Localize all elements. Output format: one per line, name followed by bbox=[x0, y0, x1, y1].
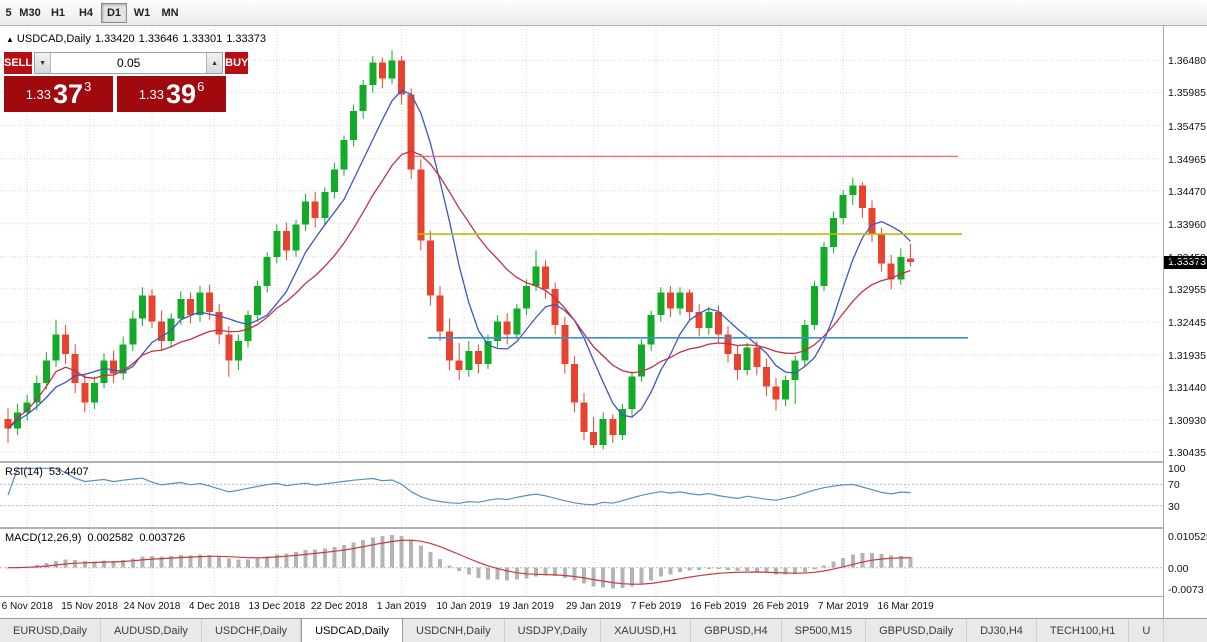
rsi-axis-label: 30 bbox=[1168, 500, 1180, 513]
price-axis-label: 1.32955 bbox=[1168, 283, 1206, 296]
date-axis-label: 16 Feb 2019 bbox=[690, 601, 747, 612]
macd-indicator-chart[interactable] bbox=[0, 529, 1163, 596]
rsi-axis-label: 100 bbox=[1168, 463, 1186, 476]
macd-main-value: 0.002582 bbox=[87, 532, 134, 544]
ask-price-prefix: 1.33 bbox=[138, 86, 165, 102]
chart-tab-usdchf-daily[interactable]: USDCHF,Daily bbox=[202, 619, 302, 642]
timeframe-button-w1[interactable]: W1 bbox=[133, 6, 151, 19]
bid-price-sup: 3 bbox=[84, 78, 92, 94]
date-axis-label: 13 Dec 2018 bbox=[248, 601, 306, 612]
lot-decrease-button[interactable]: ▼ bbox=[35, 53, 52, 73]
timeframe-button-5[interactable]: 5 bbox=[5, 6, 12, 19]
price-axis-label: 1.30930 bbox=[1168, 415, 1206, 428]
chart-tab-tech100-h1[interactable]: TECH100,H1 bbox=[1037, 619, 1130, 642]
macd-axis-label: 0.00 bbox=[1168, 562, 1189, 575]
chart-tab-usdjpy-daily[interactable]: USDJPY,Daily bbox=[505, 619, 602, 642]
macd-name: MACD(12,26,9) bbox=[5, 532, 82, 544]
price-axis-label: 1.30435 bbox=[1168, 447, 1206, 460]
chart-bottom-border bbox=[0, 596, 1207, 597]
price-axis-label: 1.34965 bbox=[1168, 153, 1206, 166]
chart-tab-xauusd-h1[interactable]: XAUUSD,H1 bbox=[601, 619, 692, 642]
date-axis-label: 16 Mar 2019 bbox=[877, 601, 934, 612]
chart-tab-usdcad-daily[interactable]: USDCAD,Daily bbox=[301, 619, 404, 642]
date-axis-label: 15 Nov 2018 bbox=[61, 601, 118, 612]
price-axis-label: 1.31440 bbox=[1168, 382, 1206, 395]
bid-price-prefix: 1.33 bbox=[25, 86, 52, 102]
price-axis-label: 1.33450 bbox=[1168, 251, 1206, 264]
rsi-indicator-chart[interactable] bbox=[0, 463, 1163, 527]
ask-price-big: 39 bbox=[166, 78, 197, 109]
chart-tab-dj30-h4[interactable]: DJ30,H4 bbox=[967, 619, 1037, 642]
ohlc-open: 1.33420 bbox=[94, 33, 135, 45]
symbol-marker-icon: ▲ bbox=[6, 35, 14, 44]
chart-symbol-period: USDCAD,Daily bbox=[16, 33, 91, 45]
chart-tab-sp500-m15[interactable]: SP500,M15 bbox=[782, 619, 867, 642]
ohlc-high: 1.33646 bbox=[138, 33, 179, 45]
current-price-badge: 1.33373 bbox=[1164, 255, 1207, 269]
macd-signal-value: 0.003726 bbox=[139, 532, 186, 544]
chart-tabbar: EURUSD,Daily AUDUSD,Daily USDCHF,Daily USDC… bbox=[0, 619, 1207, 642]
ohlc-close: 1.33373 bbox=[226, 33, 266, 45]
timeframe-button-h1[interactable]: H1 bbox=[50, 6, 66, 19]
rsi-axis-label: 70 bbox=[1168, 479, 1180, 492]
chart-tab-u[interactable]: U bbox=[1129, 619, 1165, 642]
price-axis-label: 1.31935 bbox=[1168, 350, 1206, 362]
date-axis-label: 19 Jan 2019 bbox=[498, 601, 554, 612]
macd-axis-label: 0.010525 bbox=[1168, 531, 1207, 544]
date-axis-label: 7 Feb 2019 bbox=[630, 601, 682, 612]
chart-tab-audusd-daily[interactable]: AUDUSD,Daily bbox=[101, 619, 202, 642]
sell-button[interactable]: SELL bbox=[4, 52, 33, 74]
price-axis-label: 1.34470 bbox=[1168, 185, 1206, 198]
macd-label: MACD(12,26,9) 0.002582 0.003726 bbox=[5, 532, 191, 544]
rsi-name: RSI(14) bbox=[5, 466, 43, 478]
bid-price-display[interactable]: 1.33 37 3 bbox=[4, 76, 113, 112]
date-axis-label: 10 Jan 2019 bbox=[436, 601, 492, 612]
panel-splitter[interactable] bbox=[0, 527, 1207, 529]
ask-price-sup: 6 bbox=[197, 78, 205, 94]
chevron-down-icon: ▼ bbox=[39, 59, 47, 67]
date-axis-label: 24 Nov 2018 bbox=[123, 601, 181, 612]
rsi-label: RSI(14) 53.4407 bbox=[5, 466, 95, 478]
price-axis-label: 1.35475 bbox=[1168, 120, 1206, 133]
lot-size-control: ▼ ▲ bbox=[34, 52, 224, 74]
price-axis-label: 1.36480 bbox=[1168, 55, 1206, 68]
price-axis-label: 1.35985 bbox=[1168, 87, 1206, 100]
timeframe-toolbar: 5 M30 H1 H4 D1 W1 MN bbox=[0, 0, 1207, 26]
price-axis-label: 1.32445 bbox=[1168, 316, 1206, 329]
lot-increase-button[interactable]: ▲ bbox=[206, 53, 223, 73]
candlestick-chart[interactable] bbox=[0, 26, 1163, 461]
date-axis-label: 26 Feb 2019 bbox=[752, 601, 809, 612]
chart-tab-usdcnh-daily[interactable]: USDCNH,Daily bbox=[403, 619, 505, 642]
price-axis-label: 1.33960 bbox=[1168, 218, 1206, 231]
chart-tab-eurusd-daily[interactable]: EURUSD,Daily bbox=[0, 619, 101, 642]
ohlc-low: 1.33301 bbox=[182, 33, 223, 45]
date-axis-label: 7 Mar 2019 bbox=[817, 601, 869, 612]
date-axis-label: 4 Dec 2018 bbox=[188, 601, 240, 612]
chart-tab-gbpusd-daily[interactable]: GBPUSD,Daily bbox=[866, 619, 968, 642]
date-axis-label: 1 Jan 2019 bbox=[376, 601, 427, 612]
chart-tab-gbpusd-h4[interactable]: GBPUSD,H4 bbox=[691, 619, 782, 642]
chevron-up-icon: ▲ bbox=[211, 59, 219, 67]
macd-axis-label: -0.0073 bbox=[1168, 584, 1204, 597]
date-axis-label: 6 Nov 2018 bbox=[1, 601, 53, 612]
date-axis[interactable]: 6 Nov 2018 15 Nov 2018 24 Nov 2018 4 Dec 20… bbox=[0, 597, 1163, 618]
date-axis-label: 29 Jan 2019 bbox=[566, 601, 622, 612]
panel-splitter[interactable] bbox=[0, 461, 1207, 463]
lot-size-input[interactable] bbox=[51, 53, 207, 73]
date-axis-label: 22 Dec 2018 bbox=[310, 601, 368, 612]
one-click-trading-panel: SELL ▼ ▲ BUY 1.33 37 3 1.33 39 6 bbox=[4, 52, 249, 112]
price-axis[interactable]: 1.33373 1.36480 1.35985 1.35475 1.34965 1.34… bbox=[1163, 26, 1207, 618]
buy-button[interactable]: BUY bbox=[225, 52, 249, 74]
timeframe-button-mn[interactable]: MN bbox=[161, 6, 179, 19]
chart-title: ▲ USDCAD,Daily 1.33420 1.33646 1.33301 1.3337… bbox=[6, 33, 270, 45]
timeframe-button-d1[interactable]: D1 bbox=[101, 2, 127, 23]
ask-price-display[interactable]: 1.33 39 6 bbox=[117, 76, 226, 112]
timeframe-button-h4[interactable]: H4 bbox=[78, 6, 94, 19]
rsi-value: 53.4407 bbox=[48, 466, 89, 478]
tabbar-border bbox=[0, 618, 1207, 619]
bid-price-big: 37 bbox=[53, 78, 84, 109]
timeframe-button-m30[interactable]: M30 bbox=[19, 6, 41, 19]
